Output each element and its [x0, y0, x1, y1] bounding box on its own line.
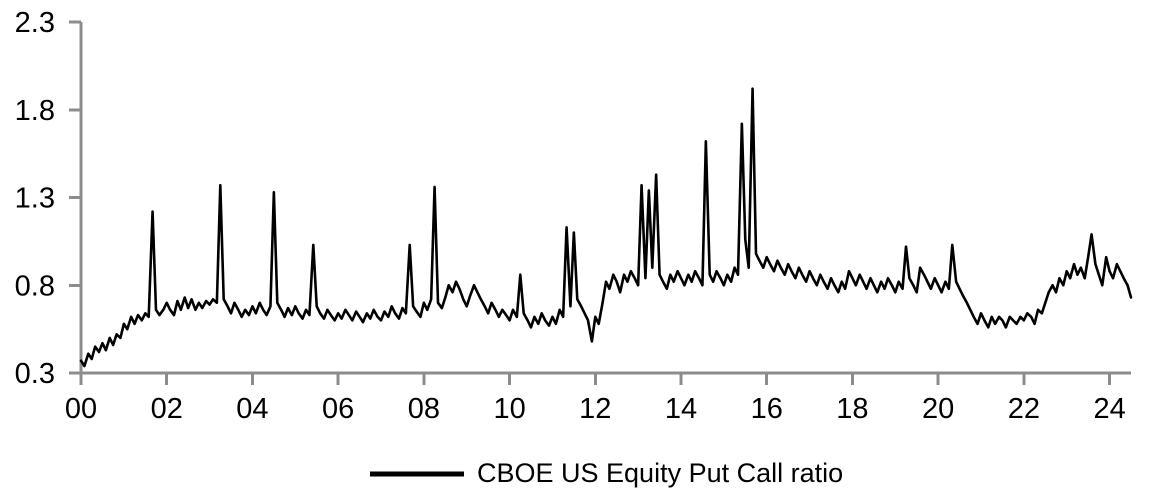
legend-label: CBOE US Equity Put Call ratio [477, 458, 843, 488]
x-tick-marks [79, 373, 1112, 385]
x-tick-label: 14 [665, 393, 697, 425]
x-tick-label: 16 [751, 393, 783, 425]
y-tick-label: 0.8 [15, 270, 55, 302]
y-axis [69, 20, 83, 375]
x-tick-label: 06 [322, 393, 354, 425]
x-axis [79, 371, 1131, 385]
y-tick-marks [69, 20, 81, 375]
x-tick-label: 10 [493, 393, 525, 425]
x-tick-label: 12 [579, 393, 611, 425]
x-axis-tick-labels: 00 02 04 06 08 10 12 14 16 18 20 22 24 [65, 393, 1126, 425]
y-axis-tick-labels: 2.3 1.8 1.3 0.8 0.3 [15, 7, 55, 390]
x-tick-label: 08 [408, 393, 440, 425]
x-tick-label: 22 [1008, 393, 1040, 425]
y-tick-label: 1.8 [15, 95, 55, 127]
x-tick-label: 20 [922, 393, 954, 425]
legend: CBOE US Equity Put Call ratio [370, 458, 843, 488]
x-tick-label: 00 [65, 393, 97, 425]
y-tick-label: 2.3 [15, 7, 55, 39]
plot-area [79, 87, 1133, 368]
x-tick-label: 02 [151, 393, 183, 425]
x-tick-label: 18 [836, 393, 868, 425]
y-tick-label: 0.3 [15, 358, 55, 390]
x-tick-label: 24 [1093, 393, 1125, 425]
y-tick-label: 1.3 [15, 183, 55, 215]
x-tick-label: 04 [236, 393, 268, 425]
series-line-cboe-put-call-ratio [79, 87, 1133, 368]
